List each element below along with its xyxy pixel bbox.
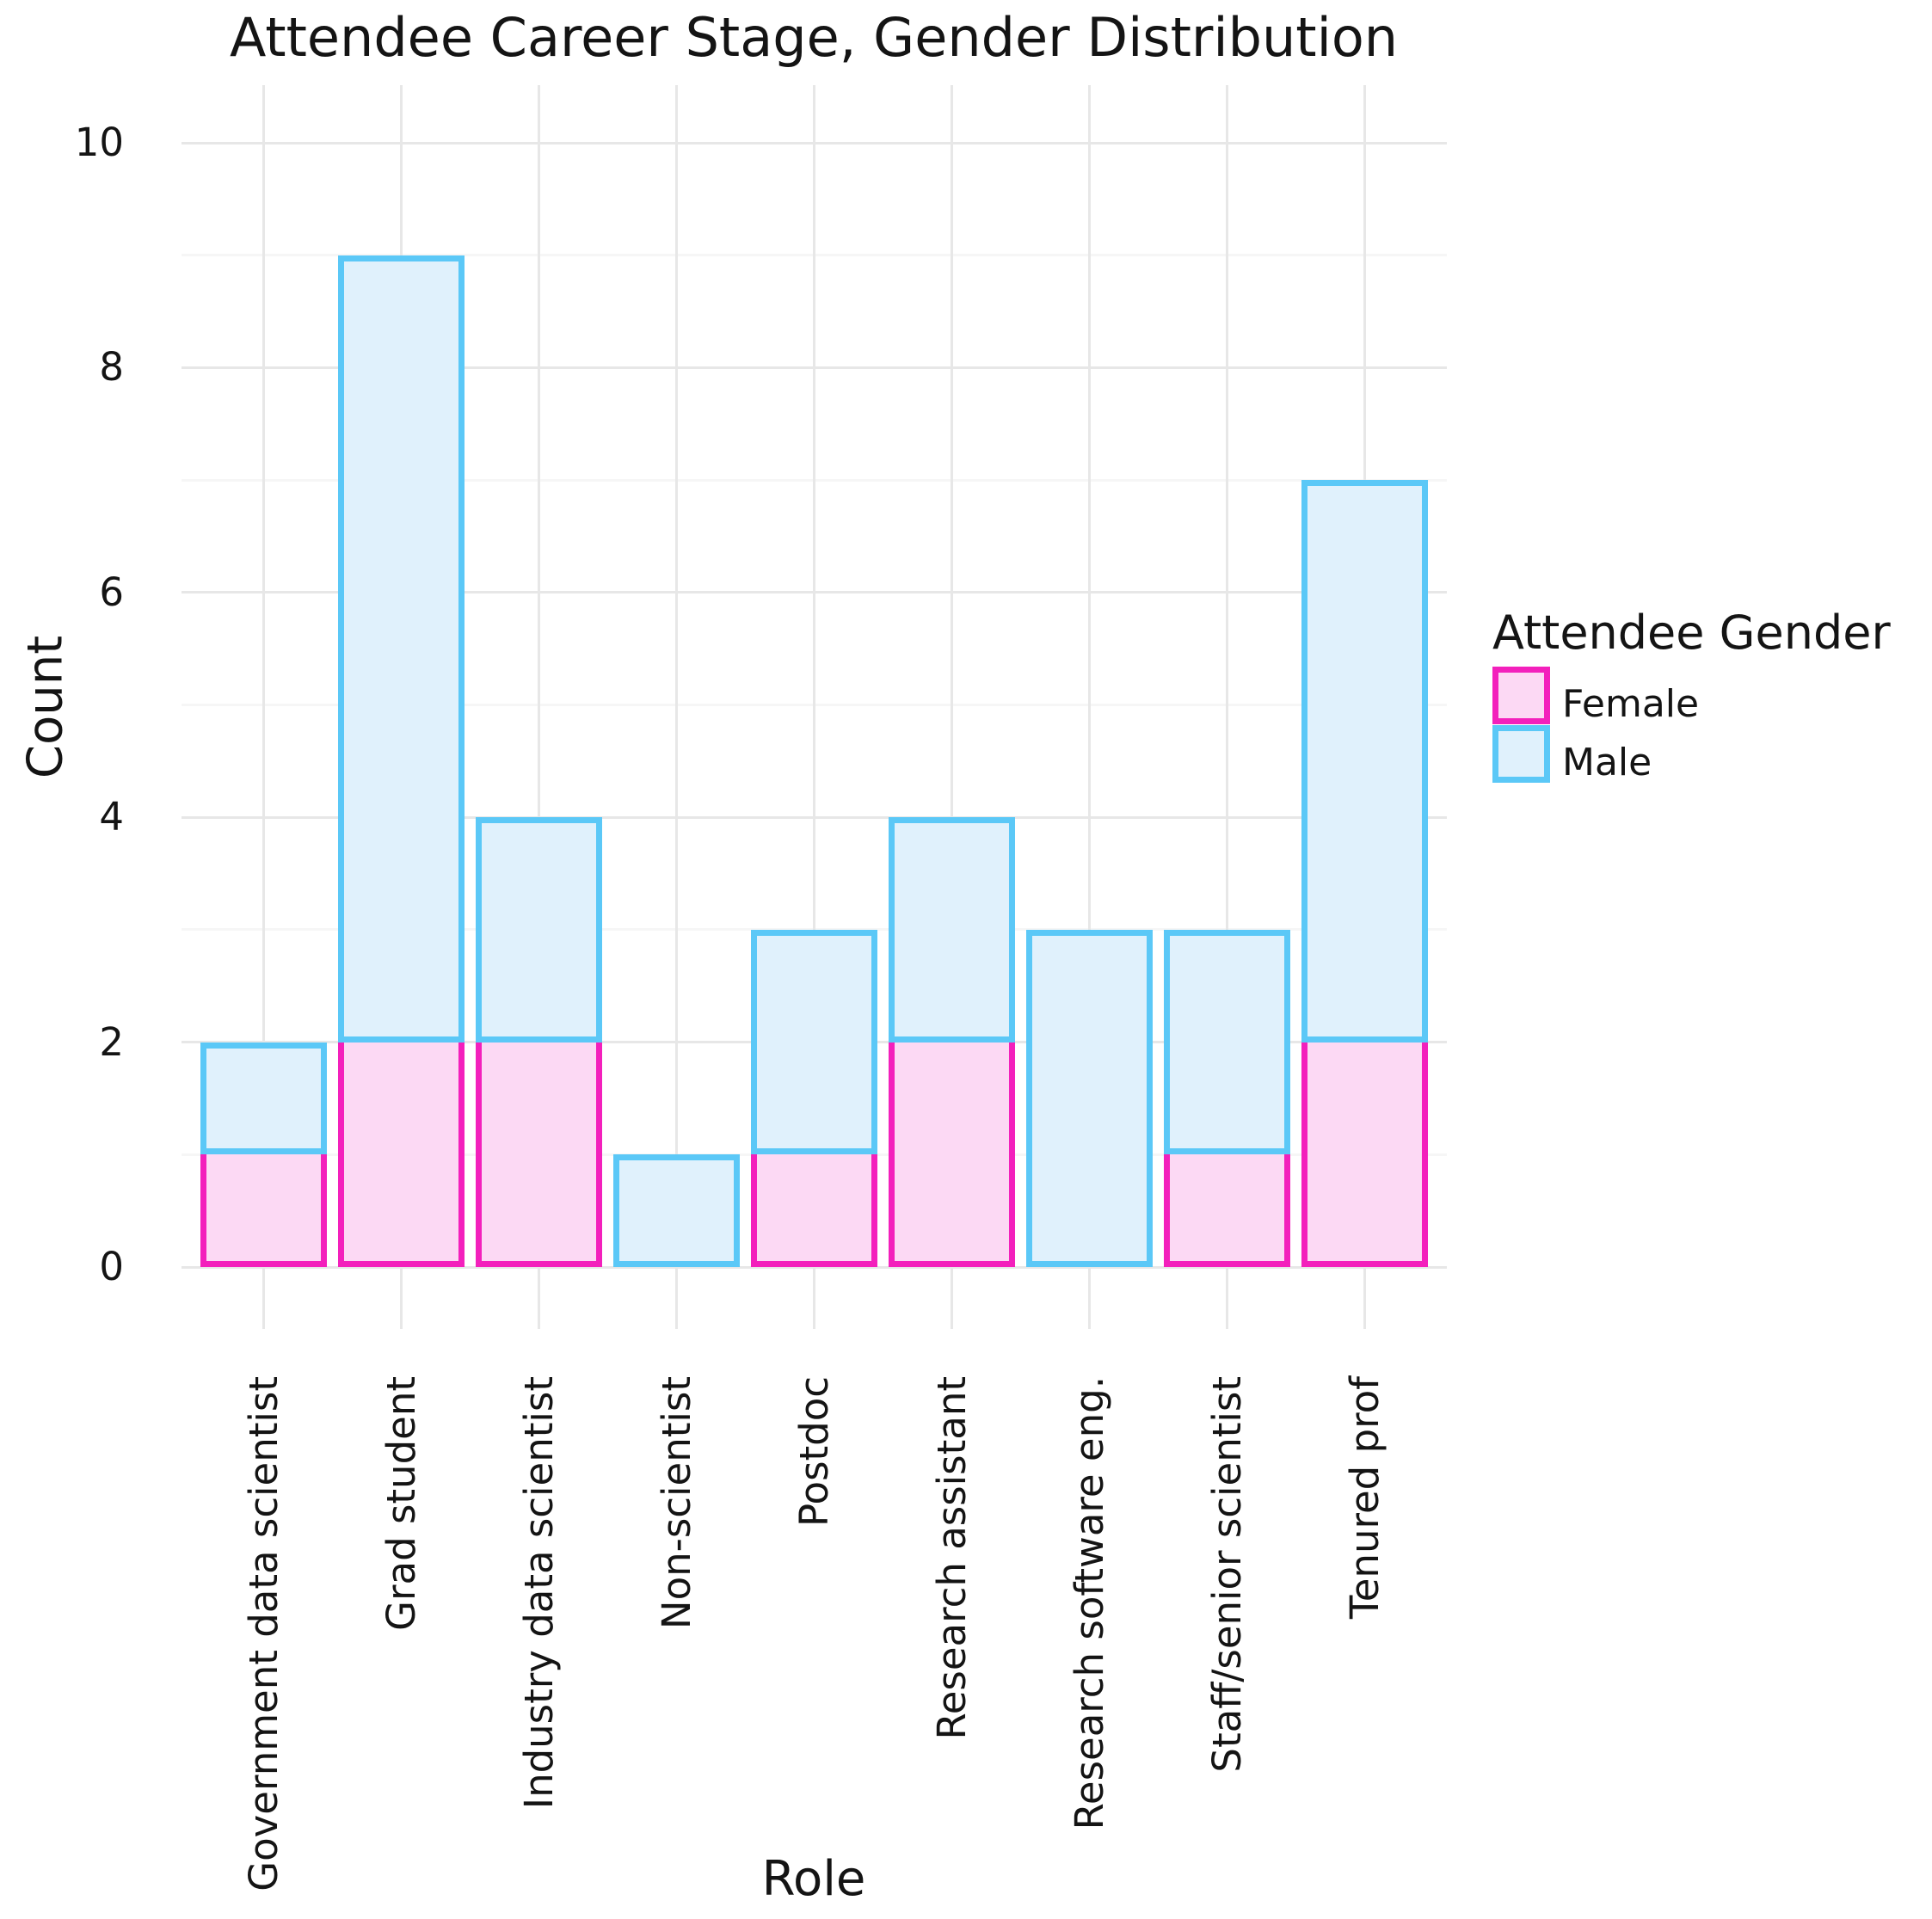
x-tick-label: Research software eng. bbox=[1066, 1376, 1112, 1830]
bar-segment-female bbox=[200, 1154, 328, 1267]
y-tick-label: 0 bbox=[99, 1244, 124, 1289]
x-tick-label: Research assistant bbox=[928, 1376, 975, 1740]
gridline-vertical bbox=[262, 85, 266, 1329]
bar-segment-female bbox=[751, 1154, 877, 1267]
x-tick-label: Postdoc bbox=[791, 1376, 837, 1527]
legend-label-male: Male bbox=[1562, 741, 1652, 784]
bar-segment-male bbox=[751, 929, 877, 1155]
y-tick-label: 2 bbox=[99, 1018, 124, 1065]
gridline-vertical bbox=[1225, 85, 1228, 1329]
chart-title: Attendee Career Stage, Gender Distributi… bbox=[229, 6, 1399, 69]
x-axis-title: Role bbox=[761, 1851, 866, 1907]
gridline-vertical bbox=[675, 85, 679, 1329]
bar-segment-male bbox=[200, 1042, 328, 1155]
y-axis-title: Count bbox=[17, 635, 74, 779]
bar-segment-male bbox=[1163, 929, 1290, 1155]
x-tick-label: Industry data scientist bbox=[516, 1376, 563, 1810]
y-tick-label: 8 bbox=[99, 344, 124, 391]
legend-key-male bbox=[1492, 725, 1550, 783]
bar-segment-male bbox=[338, 255, 465, 1043]
bar-segment-female bbox=[1163, 1154, 1290, 1267]
bar-segment-female bbox=[338, 1042, 465, 1267]
legend-title: Attendee Gender bbox=[1492, 606, 1891, 660]
bar-segment-male bbox=[1025, 929, 1153, 1267]
gridline-vertical bbox=[950, 85, 953, 1329]
y-tick-label: 10 bbox=[74, 120, 124, 165]
bar-segment-male bbox=[1301, 480, 1428, 1043]
x-tick-label: Non-scientist bbox=[654, 1376, 700, 1630]
x-tick-label: Tenured prof bbox=[1341, 1376, 1387, 1620]
x-tick-label: Staff/senior scientist bbox=[1203, 1376, 1250, 1773]
bar-segment-male bbox=[888, 817, 1015, 1043]
bar-segment-female bbox=[476, 1042, 603, 1267]
gridline-vertical bbox=[813, 85, 815, 1329]
bar-segment-male bbox=[613, 1154, 741, 1267]
y-tick-label: 6 bbox=[99, 569, 124, 615]
gridline-vertical bbox=[1087, 85, 1091, 1329]
gridline-vertical bbox=[538, 85, 541, 1329]
bar-segment-female bbox=[1301, 1042, 1428, 1267]
x-tick-label: Grad student bbox=[378, 1376, 425, 1631]
y-tick-label: 4 bbox=[99, 794, 124, 840]
legend-key-female bbox=[1492, 667, 1550, 724]
legend-label-female: Female bbox=[1562, 682, 1700, 726]
bar-segment-female bbox=[888, 1042, 1015, 1267]
x-tick-label: Government data scientist bbox=[241, 1376, 287, 1891]
legend: Attendee Gender Female Male bbox=[1492, 588, 1905, 846]
bar-segment-male bbox=[476, 817, 603, 1043]
